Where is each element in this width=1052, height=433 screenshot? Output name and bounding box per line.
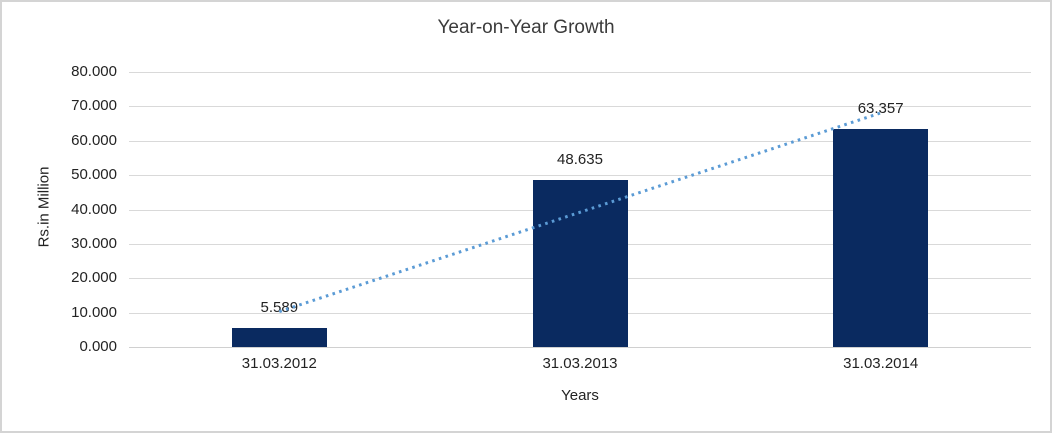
gridline: [129, 106, 1031, 108]
bar: [833, 129, 929, 347]
y-tick-label: 60.000: [71, 131, 117, 149]
y-tick-label: 0.000: [79, 338, 117, 355]
x-axis-title: Years: [561, 387, 599, 404]
bar: [231, 327, 327, 347]
category-label: 31.03.2012: [241, 355, 317, 372]
gridline: [129, 72, 1031, 73]
y-tick-label: 10.000: [71, 303, 117, 321]
y-tick-label: 50.000: [71, 166, 117, 184]
y-tick-label: 40.000: [71, 200, 117, 218]
y-tick-label: 30.000: [71, 234, 117, 252]
bar: [532, 179, 628, 347]
y-tick-label: 80.000: [71, 63, 117, 80]
chart-title: Year-on-Year Growth: [437, 17, 615, 38]
y-tick-label: 20.000: [71, 269, 117, 287]
category-label: 31.03.2014: [843, 355, 919, 372]
category-label: 31.03.2013: [542, 355, 618, 372]
x-axis-line: [129, 347, 1031, 348]
bar-data-label: 48.635: [557, 150, 603, 168]
y-tick-label: 70.000: [71, 97, 117, 115]
bar-data-label: 63.357: [857, 100, 904, 118]
bar-data-label: 5.589: [260, 298, 299, 316]
